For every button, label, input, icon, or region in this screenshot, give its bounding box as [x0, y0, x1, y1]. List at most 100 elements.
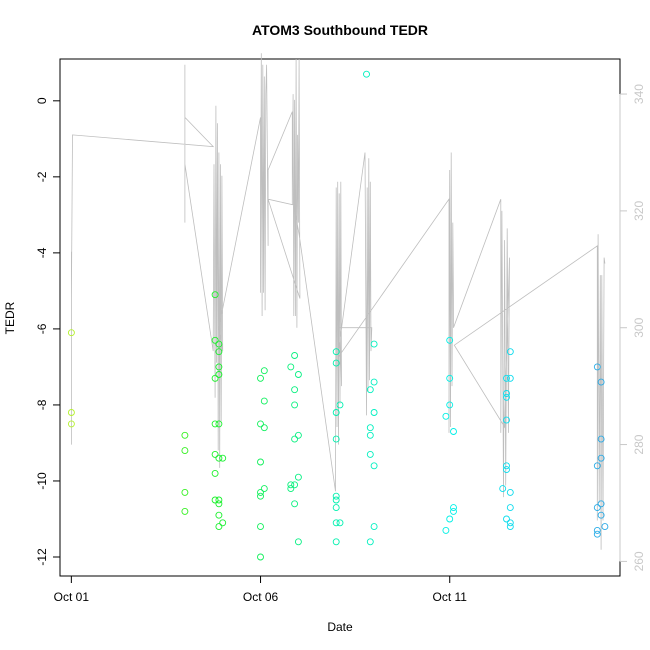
data-point	[211, 336, 219, 344]
data-point	[67, 420, 75, 428]
data-point	[215, 511, 223, 519]
data-point	[593, 530, 601, 538]
data-point	[215, 420, 223, 428]
data-point	[503, 374, 510, 382]
data-point	[215, 454, 223, 462]
data-point	[506, 519, 514, 527]
data-point	[366, 386, 374, 394]
data-point	[446, 374, 454, 382]
y-tick-label: -12	[35, 548, 49, 566]
x-axis-label: Date	[327, 620, 353, 634]
y-axis: 0 -2 -4 -6 -8 -10 -12	[35, 97, 61, 566]
data-point	[593, 526, 601, 534]
y-tick-label: -2	[35, 171, 49, 182]
data-point	[215, 348, 223, 356]
data-point	[291, 352, 299, 359]
data-point	[332, 435, 340, 443]
data-point	[597, 500, 605, 508]
data-point	[363, 70, 370, 78]
right-tick-label: 300	[632, 317, 646, 337]
data-point	[260, 397, 268, 405]
data-point	[294, 473, 302, 481]
data-point	[506, 523, 514, 531]
line-layer	[71, 53, 606, 550]
data-point	[503, 462, 510, 470]
data-point	[446, 336, 454, 344]
data-point	[450, 504, 457, 512]
y-axis-label: TEDR	[3, 301, 17, 334]
data-point	[450, 507, 457, 515]
data-point	[597, 378, 605, 386]
point-layer	[67, 70, 609, 561]
data-point	[260, 485, 268, 493]
data-point	[215, 363, 223, 371]
data-point	[294, 431, 302, 439]
data-point	[332, 492, 340, 500]
data-point	[211, 496, 219, 504]
data-point	[366, 538, 374, 546]
data-point	[506, 488, 514, 496]
data-point	[450, 428, 457, 435]
data-point	[257, 488, 264, 496]
data-point	[257, 374, 264, 382]
data-point	[257, 458, 264, 466]
data-point	[294, 538, 302, 546]
data-point	[332, 504, 340, 512]
data-point	[503, 515, 510, 523]
data-point	[291, 500, 299, 508]
data-point	[446, 401, 454, 409]
data-point	[260, 367, 268, 375]
data-point	[215, 500, 223, 508]
data-point	[215, 340, 223, 348]
y-tick-label: 0	[35, 97, 49, 104]
data-point	[257, 492, 264, 500]
y-tick-label: -10	[35, 472, 49, 490]
data-point	[506, 374, 514, 382]
right-tick-label: 340	[632, 84, 646, 104]
data-point	[211, 374, 219, 382]
data-point	[257, 523, 264, 531]
data-point	[291, 386, 299, 394]
data-point	[370, 523, 378, 531]
data-point	[370, 378, 378, 386]
data-point	[503, 390, 510, 397]
data-point	[503, 393, 510, 401]
data-point	[291, 401, 299, 409]
data-point	[366, 450, 374, 458]
data-point	[211, 420, 219, 428]
data-point	[442, 412, 450, 420]
data-point	[506, 504, 514, 512]
data-point	[211, 469, 219, 477]
data-point	[181, 431, 189, 439]
data-point	[181, 488, 189, 496]
data-point	[442, 526, 450, 534]
data-point	[211, 450, 219, 458]
data-point	[332, 538, 340, 546]
data-point	[506, 348, 514, 356]
x-tick-label: Oct 01	[54, 590, 90, 604]
data-point	[332, 409, 340, 416]
data-point	[370, 409, 378, 416]
data-point	[332, 348, 340, 356]
data-point	[370, 340, 378, 348]
data-point	[287, 485, 295, 493]
data-point	[215, 371, 223, 378]
right-tick-label: 320	[632, 201, 646, 221]
data-point	[332, 359, 340, 367]
right-y-axis: 260 280 300 320 340	[619, 84, 646, 571]
data-point	[370, 462, 378, 470]
y-tick-label: -6	[35, 323, 49, 334]
data-point	[219, 519, 227, 527]
data-point	[287, 363, 295, 371]
data-point	[67, 329, 75, 337]
right-tick-label: 280	[632, 434, 646, 454]
chart-title: ATOM3 Southbound TEDR	[252, 22, 428, 38]
data-point	[291, 435, 299, 443]
data-point	[332, 496, 340, 504]
data-point	[597, 511, 605, 519]
data-point	[287, 481, 295, 489]
data-point	[257, 420, 264, 428]
data-point	[336, 519, 344, 527]
data-point	[366, 431, 374, 439]
data-point	[219, 454, 227, 462]
